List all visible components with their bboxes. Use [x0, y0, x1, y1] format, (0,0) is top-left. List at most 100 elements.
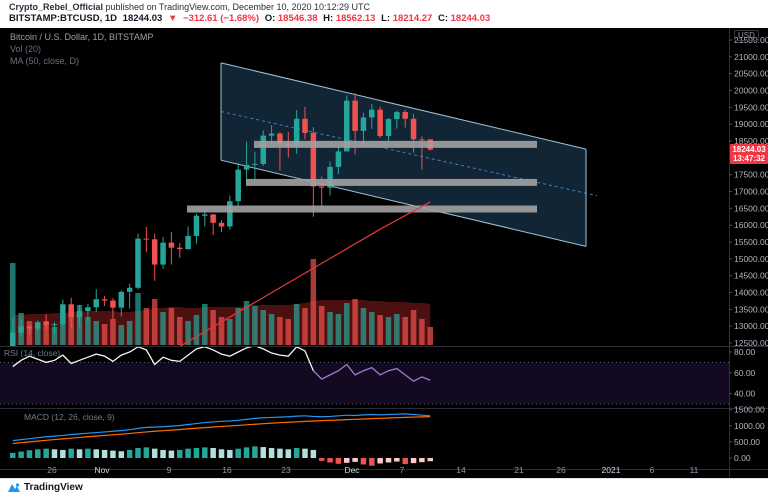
macd-histogram-bar	[26, 450, 33, 458]
volume-bar	[402, 317, 408, 345]
macd-histogram-bar	[93, 449, 99, 458]
axes[interactable]: 21 500.00 21000.00 20500.00 20000.00 19500.00…	[0, 28, 768, 478]
volume-bar	[93, 321, 99, 345]
axis-tick-label: 13000.00	[734, 321, 768, 331]
candle	[218, 222, 225, 227]
candle	[35, 322, 41, 329]
macd-histogram-bar	[419, 458, 425, 463]
candle	[302, 118, 308, 133]
axis-tick-label: 500.00	[734, 437, 760, 447]
high-value: 18562.13	[335, 13, 376, 24]
candle	[419, 139, 425, 141]
axis-tick-label: 15500.00	[734, 237, 768, 247]
volume-bar	[126, 321, 133, 345]
macd-pane[interactable]	[10, 413, 433, 466]
axis-tick-label: 15000.00	[734, 254, 768, 264]
price-chart-canvas[interactable]: 21 500.00 21000.00 20500.00 20000.00 19500.00…	[0, 28, 768, 478]
down-arrow-icon: ▼	[167, 13, 178, 24]
candle	[335, 151, 342, 167]
axis-tick-label: 20000.00	[734, 86, 768, 96]
candle	[60, 304, 66, 325]
chart-area[interactable]: 21 500.00 21000.00 20500.00 20000.00 19500.00…	[0, 28, 768, 478]
axis-tick-label: 60.00	[734, 368, 756, 378]
volume-bar	[302, 308, 308, 345]
macd-histogram-bar	[210, 448, 216, 458]
horizontal-zone	[254, 140, 537, 148]
volume-bar	[377, 315, 383, 345]
axis-tick-label: 1500.00	[734, 405, 765, 415]
candle	[10, 332, 16, 346]
axis-tick-label: 0.00	[734, 453, 751, 463]
axis-tick-label: 20500.00	[734, 69, 768, 79]
bar-countdown: 13:47:32	[732, 154, 766, 163]
volume-bar	[352, 299, 358, 345]
rsi-pane[interactable]	[0, 346, 729, 405]
time-tick-label: 16	[222, 465, 232, 475]
macd-histogram-bar	[327, 458, 333, 463]
last-price-value: 18244.03	[732, 145, 766, 154]
volume-bar	[285, 319, 292, 345]
tradingview-brand[interactable]: TradingView	[24, 482, 83, 493]
axis-tick-label: 19000.00	[734, 119, 768, 129]
volume-bar	[227, 319, 233, 345]
candle	[268, 133, 275, 136]
candle	[202, 214, 208, 216]
axis-tick-label: 18500.00	[734, 136, 768, 146]
macd-histogram-bar	[35, 449, 41, 458]
volume-bar	[60, 323, 66, 345]
volume-bar	[43, 321, 49, 345]
candle	[126, 287, 133, 292]
candle	[76, 311, 83, 318]
candle	[51, 324, 58, 326]
author-name: Crypto_Rebel_Official	[9, 2, 104, 12]
candle	[177, 247, 183, 250]
candle	[26, 326, 33, 329]
volume-bar	[369, 312, 375, 345]
candle	[360, 117, 367, 131]
macd-histogram-bar	[402, 458, 408, 465]
tradingview-logo-icon[interactable]	[7, 482, 21, 494]
macd-histogram-bar	[369, 458, 375, 466]
macd-histogram-bar	[60, 449, 66, 458]
macd-histogram-bar	[335, 458, 342, 464]
candle	[151, 239, 158, 265]
volume-bar	[110, 319, 116, 345]
axis-tick-label: 17000.00	[734, 187, 768, 197]
macd-histogram-bar	[218, 449, 225, 458]
candle	[277, 133, 283, 144]
macd-histogram-bar	[43, 448, 49, 458]
volume-bar	[151, 299, 158, 345]
macd-histogram-bar	[360, 458, 367, 465]
volume-bar	[419, 319, 425, 345]
channel-border	[220, 159, 587, 247]
volume-bar	[327, 312, 333, 345]
axis-tick-label: 14500.00	[734, 271, 768, 281]
rsi-line	[12, 346, 314, 371]
macd-histogram-bar	[277, 448, 283, 458]
volume-bar	[160, 312, 166, 345]
macd-histogram-bar	[235, 448, 241, 458]
macd-histogram-bar	[168, 450, 175, 458]
candle	[385, 119, 392, 136]
macd-signal-line	[12, 416, 431, 445]
candle	[227, 201, 233, 227]
candle	[85, 307, 91, 312]
channel-midline	[220, 111, 598, 197]
volume-bar	[410, 310, 417, 345]
candle	[18, 326, 24, 333]
time-tick-label: Dec	[344, 465, 360, 475]
volume-bar	[310, 259, 317, 345]
price-pane[interactable]	[10, 62, 598, 363]
volume-bar	[293, 304, 300, 345]
macd-histogram-bar	[227, 449, 233, 458]
volume-bar	[185, 321, 191, 345]
footer-bar: TradingView	[0, 478, 768, 496]
time-tick-label: 6	[650, 465, 655, 475]
macd-histogram-bar	[126, 449, 133, 458]
last-price: 18244.03	[122, 13, 163, 24]
candle	[318, 186, 325, 188]
low-label: L:	[381, 13, 391, 24]
macd-histogram-bar	[135, 448, 141, 458]
macd-histogram-bar	[160, 449, 166, 458]
candle	[185, 235, 191, 250]
